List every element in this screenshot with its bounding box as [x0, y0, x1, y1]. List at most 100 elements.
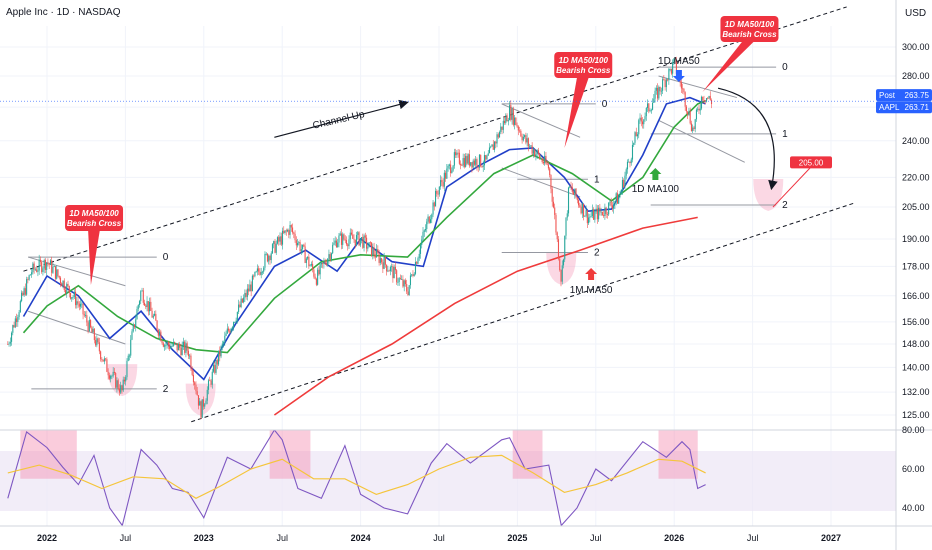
candle-body — [629, 161, 631, 164]
candle-body — [102, 359, 104, 362]
channel-arrow — [274, 99, 409, 138]
candle-body — [532, 149, 534, 154]
candle-body — [702, 96, 704, 101]
candle-body — [234, 321, 236, 323]
candle-body — [22, 292, 24, 296]
candle-body — [145, 305, 147, 307]
time-tick-label: Jul — [590, 533, 602, 543]
candle-body — [413, 273, 415, 276]
candle-body — [49, 260, 51, 265]
candle-body — [253, 275, 255, 277]
time-tick-label: 2023 — [194, 533, 214, 543]
candle-body — [46, 262, 48, 270]
pink-bottom-zone — [546, 252, 577, 285]
candle-body — [482, 165, 484, 168]
price-tick-label: 166.00 — [902, 291, 930, 301]
pink-bottom-zone — [185, 383, 216, 416]
candle-body — [624, 175, 626, 188]
candle-body — [241, 298, 243, 303]
candle-body — [436, 190, 438, 194]
candle-body — [694, 119, 696, 129]
candle-body — [542, 161, 544, 164]
target-line — [772, 162, 816, 208]
candle-body — [211, 371, 213, 385]
candle-body — [414, 261, 417, 274]
candle-body — [550, 174, 552, 189]
candles — [7, 56, 713, 420]
candle-body — [48, 263, 50, 265]
candle-body — [369, 242, 371, 244]
candle-body — [620, 190, 622, 195]
candle-body — [447, 165, 449, 169]
candle-body — [501, 126, 503, 130]
candle-body — [37, 270, 39, 272]
ma50-1m-up-arrow — [585, 268, 598, 280]
rsi-tick-label: 80.00 — [902, 425, 925, 435]
price-tick-label: 140.00 — [902, 362, 930, 372]
candle-body — [403, 280, 405, 287]
currency-label[interactable]: USD — [905, 8, 926, 19]
candle-body — [580, 206, 582, 214]
time-tick-label: Jul — [276, 533, 288, 543]
candle-body — [325, 263, 327, 266]
candle-body — [544, 155, 546, 164]
candle-body — [448, 164, 450, 166]
candle-body — [437, 193, 439, 195]
candle-body — [171, 345, 173, 347]
candle-body — [455, 152, 457, 156]
time-axis[interactable]: 2022 Jul 2023 Jul 2024 Jul 2025 Jul 2026 Jul 2027 — [37, 533, 841, 543]
candle-body — [152, 315, 154, 318]
candle-body — [138, 301, 141, 306]
candle-body — [603, 215, 605, 216]
candle-body — [636, 134, 639, 137]
candle-body — [512, 108, 514, 125]
candle-body — [126, 360, 128, 378]
candle-body — [239, 304, 241, 308]
time-tick-label: Jul — [120, 533, 132, 543]
candle-body — [56, 269, 58, 279]
candle-body — [174, 342, 176, 344]
candle-body — [604, 207, 606, 216]
candle-body — [520, 130, 522, 137]
candle-body — [674, 58, 676, 61]
candle-body — [18, 312, 20, 317]
candle-body — [288, 230, 290, 235]
candle-body — [340, 233, 343, 245]
candle-body — [244, 292, 246, 298]
price-tag-box — [876, 101, 932, 114]
candle-body — [682, 88, 684, 90]
candle-body — [339, 233, 341, 236]
candle-body — [590, 216, 592, 217]
candle-body — [8, 343, 10, 345]
candle-body — [12, 325, 14, 333]
candle-body — [289, 225, 291, 235]
candle-body — [333, 242, 335, 245]
candle-body — [231, 327, 233, 329]
candle-body — [680, 82, 682, 89]
rsi-axis[interactable]: 80.00 60.00 40.00 — [902, 425, 925, 513]
candle-body — [657, 87, 659, 99]
candle-body — [505, 115, 507, 124]
candle-body — [63, 280, 65, 290]
candle-body — [593, 209, 595, 220]
candle-body — [668, 69, 670, 81]
candle-body — [667, 79, 669, 81]
candle-body — [547, 164, 549, 169]
price-tick-label: 280.00 — [902, 71, 930, 81]
candle-body — [529, 145, 531, 147]
time-tick-label: 2026 — [664, 533, 684, 543]
candle-body — [503, 120, 506, 124]
candle-body — [429, 219, 432, 223]
candle-body — [98, 342, 100, 352]
candle-body — [485, 155, 487, 160]
candle-body — [387, 270, 389, 272]
candle-body — [579, 205, 581, 207]
candle-body — [628, 161, 630, 163]
candle-body — [601, 211, 603, 216]
candle-body — [695, 109, 698, 120]
candle-body — [297, 243, 299, 246]
candle-body — [700, 96, 703, 109]
candle-body — [664, 80, 666, 88]
candle-body — [264, 253, 266, 268]
